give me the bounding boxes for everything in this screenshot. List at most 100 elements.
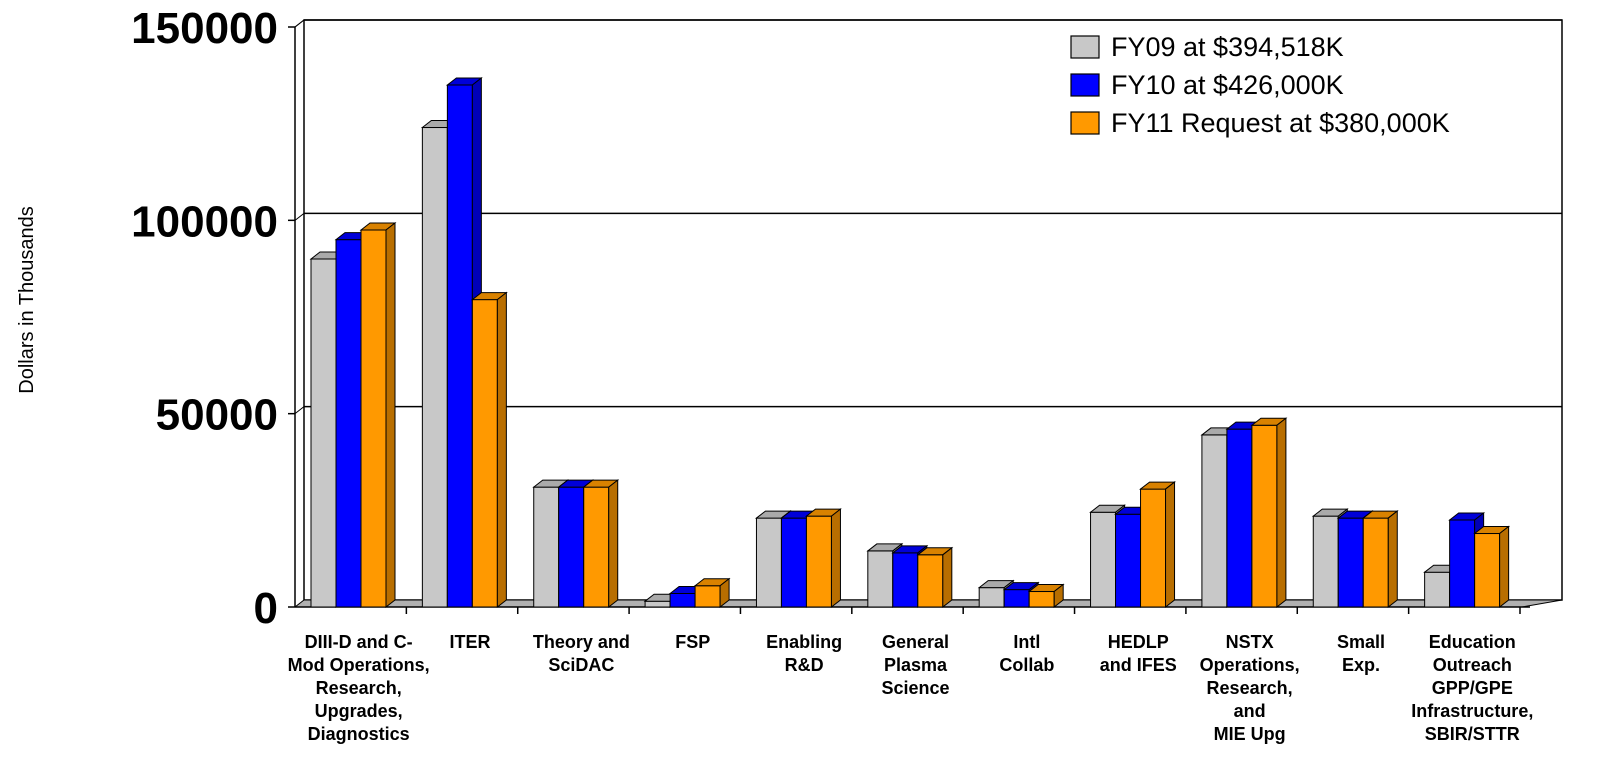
bar-side [719, 577, 730, 609]
bar [1250, 417, 1288, 609]
x-category-label: Small Exp. [1337, 632, 1385, 675]
bar-front [1226, 428, 1253, 608]
bar-front [867, 550, 894, 608]
x-category-label: Education Outreach GPP/GPE Infrastructure, S… [1411, 632, 1533, 744]
bar [1139, 481, 1177, 609]
x-category-label-line: R&D [785, 655, 824, 675]
bar-side [1053, 583, 1064, 609]
bar-front [533, 486, 560, 608]
x-category-label: FSP [675, 632, 710, 652]
y-axis-label: Dollars in Thousands [16, 206, 38, 394]
bar-front [1201, 434, 1228, 608]
x-category-label-line: NSTX [1226, 632, 1274, 652]
x-category-label-line: Outreach [1433, 655, 1512, 675]
legend-swatch [1070, 111, 1100, 135]
bar [445, 76, 483, 609]
bar-front [644, 600, 671, 608]
legend-label: FY09 at $394,518K [1111, 32, 1344, 62]
bar-front [1424, 571, 1451, 608]
bar [470, 291, 508, 609]
bar-front [694, 585, 721, 608]
bar [693, 577, 731, 609]
bar-front [1115, 513, 1142, 608]
x-category-label-line: GPP/GPE [1432, 678, 1513, 698]
x-category-label: General Plasma Science [881, 632, 949, 698]
bar-side [385, 221, 396, 609]
bar-front [755, 517, 782, 608]
bar-front [471, 299, 498, 608]
x-category-label-line: Theory and [533, 632, 630, 652]
bar-front [310, 258, 337, 608]
bar-front [335, 239, 362, 608]
bar [582, 479, 620, 609]
x-category-label-line: Science [881, 678, 949, 698]
bar [1473, 525, 1511, 609]
legend: FY09 at $394,518K FY10 at $426,000K FY11 R… [1070, 32, 1450, 138]
x-category-label: ITER [450, 632, 491, 652]
y-tick-label: 100000 [131, 197, 278, 246]
bar [1027, 583, 1065, 609]
x-category-label: DIII-D and C- Mod Operations, Research, Upg… [288, 632, 430, 744]
x-category-label-line: Exp. [1342, 655, 1380, 675]
x-category-label-line: and IFES [1100, 655, 1177, 675]
x-category-label-line: FSP [675, 632, 710, 652]
x-category-label: Enabling R&D [766, 632, 842, 675]
x-category-label-line: Diagnostics [308, 724, 410, 744]
x-category-label-line: SciDAC [548, 655, 614, 675]
bar-side [1276, 417, 1287, 609]
x-category-label: HEDLP and IFES [1100, 632, 1177, 675]
x-category-labels: DIII-D and C- Mod Operations, Research, Upg… [288, 632, 1534, 744]
x-category-label-line: Operations, [1200, 655, 1300, 675]
x-category-label-line: DIII-D and C- [305, 632, 413, 652]
bar-front [446, 84, 473, 608]
x-category-label-line: ITER [450, 632, 491, 652]
x-category-label-line: MIE Upg [1214, 724, 1286, 744]
bar-front [1028, 591, 1055, 608]
x-category-label-line: Education [1429, 632, 1516, 652]
bar-front [805, 515, 832, 608]
x-category-label-line: Enabling [766, 632, 842, 652]
bar-front [583, 486, 610, 608]
x-category-label-line: Collab [999, 655, 1054, 675]
x-category-label: NSTX Operations, Research, and MIE Upg [1200, 632, 1300, 744]
bars [309, 76, 1511, 609]
bar-side [1387, 510, 1398, 609]
gridline-depth [294, 212, 305, 221]
bar [359, 221, 397, 609]
bar-front [978, 587, 1005, 608]
bar-front [1003, 589, 1030, 608]
bar [804, 508, 842, 609]
x-category-label-line: and [1234, 701, 1266, 721]
x-category-label-line: Research, [1207, 678, 1293, 698]
bar-side [1165, 481, 1176, 609]
legend-swatch [1070, 35, 1100, 59]
x-category-label: Intl Collab [999, 632, 1054, 675]
bar-front [917, 554, 944, 608]
bar-side [1499, 525, 1510, 609]
bar-front [669, 592, 696, 608]
legend-label: FY11 Request at $380,000K [1111, 108, 1450, 138]
x-category-label-line: Infrastructure, [1411, 701, 1533, 721]
x-category-label-line: Plasma [884, 655, 948, 675]
bar [1361, 510, 1399, 609]
bar-front [1474, 533, 1501, 608]
x-category-label-line: Upgrades, [315, 701, 403, 721]
bar-front [1449, 519, 1476, 608]
x-category-label-line: Research, [316, 678, 402, 698]
x-category-label-line: Small [1337, 632, 1385, 652]
bar-front [1362, 517, 1389, 608]
bar-front [558, 486, 585, 608]
bar-front [892, 552, 919, 608]
bar-front [1251, 424, 1278, 608]
x-category-label: Theory and SciDAC [533, 632, 630, 675]
legend-label: FY10 at $426,000K [1111, 70, 1344, 100]
bar-side [942, 546, 953, 609]
bar-front [780, 517, 807, 608]
x-category-label-line: Mod Operations, [288, 655, 430, 675]
bar-side [496, 291, 507, 609]
y-tick-label: 150000 [131, 4, 278, 53]
x-category-label-line: HEDLP [1108, 632, 1169, 652]
bar-front [1140, 488, 1167, 608]
y-tick-label: 50000 [156, 391, 278, 440]
x-category-label-line: SBIR/STTR [1425, 724, 1520, 744]
